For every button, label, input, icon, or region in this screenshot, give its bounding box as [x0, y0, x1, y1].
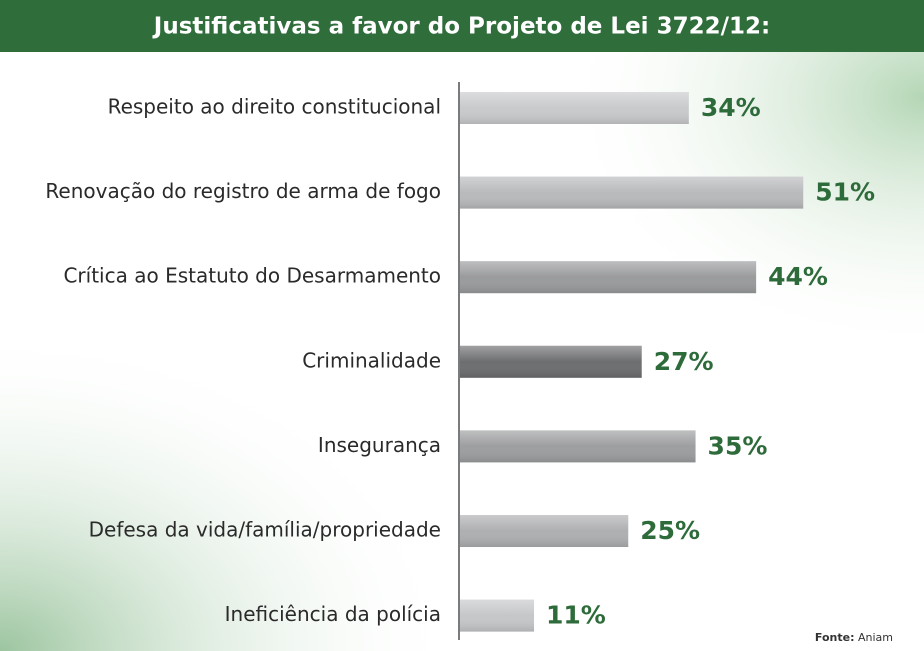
source: Fonte: Aniam	[815, 631, 893, 644]
category-label: Crítica ao Estatuto do Desarmamento	[63, 264, 441, 288]
value-label: 44%	[768, 262, 828, 291]
bar-shade	[460, 430, 696, 463]
category-label: Renovação do registro de arma de fogo	[45, 179, 441, 203]
header	[0, 0, 924, 52]
bar-shade	[460, 176, 804, 209]
value-label: 27%	[654, 347, 714, 376]
source-text: Aniam	[858, 631, 893, 644]
bar-shade	[460, 92, 689, 124]
source-label: Fonte:	[815, 631, 855, 644]
category-label: Ineficiência da polícia	[225, 602, 441, 626]
bar-shade	[460, 261, 757, 294]
value-label: 25%	[640, 516, 700, 545]
category-label: Criminalidade	[302, 348, 441, 372]
value-label: 51%	[815, 178, 875, 207]
value-label: 34%	[701, 93, 761, 122]
category-label: Insegurança	[318, 433, 441, 457]
category-label: Respeito ao direito constitucional	[108, 95, 441, 119]
bar-shade	[460, 599, 535, 632]
value-label: 35%	[708, 431, 768, 460]
chart-title: Justificativas a favor do Projeto de Lei…	[152, 14, 770, 40]
category-label: Defesa da vida/família/propriedade	[89, 518, 441, 542]
value-label: 11%	[546, 601, 606, 630]
bar-shade	[460, 345, 642, 378]
bar-shade	[460, 515, 629, 547]
